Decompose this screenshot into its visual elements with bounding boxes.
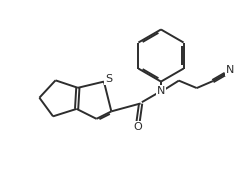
Text: O: O [134,122,142,132]
Text: N: N [157,86,165,96]
Text: S: S [105,74,112,84]
Text: N: N [226,65,234,75]
